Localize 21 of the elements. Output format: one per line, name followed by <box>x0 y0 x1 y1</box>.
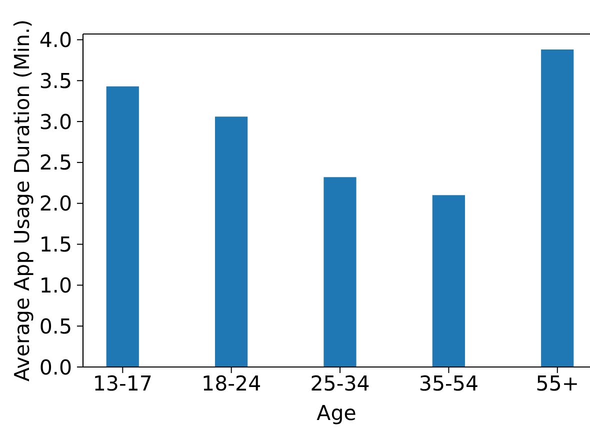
y-tick-label: 3.0 <box>39 110 72 134</box>
y-tick-label: 1.5 <box>39 232 72 257</box>
y-tick-label: 4.0 <box>39 28 72 52</box>
x-axis-title: Age <box>316 401 356 425</box>
y-tick-label: 2.5 <box>39 150 72 175</box>
y-tick-label: 3.5 <box>39 68 72 93</box>
x-tick-label: 13-17 <box>92 372 152 396</box>
y-tick-label: 1.0 <box>39 273 72 298</box>
y-tick-label: 2.0 <box>39 192 72 216</box>
x-tick-label: 18-24 <box>202 372 262 396</box>
bar <box>106 86 139 367</box>
x-tick-label: 35-54 <box>418 372 479 396</box>
y-tick-label: 0.0 <box>39 355 72 380</box>
y-tick-label: 0.5 <box>39 314 72 338</box>
bar <box>215 116 248 367</box>
x-tick-label: 55+ <box>536 372 580 396</box>
x-tick-label: 25-34 <box>310 372 370 396</box>
bar <box>432 195 465 367</box>
bar <box>541 50 574 367</box>
y-axis-title: Average App Usage Duration (Min.) <box>10 19 34 382</box>
bar <box>324 177 356 367</box>
